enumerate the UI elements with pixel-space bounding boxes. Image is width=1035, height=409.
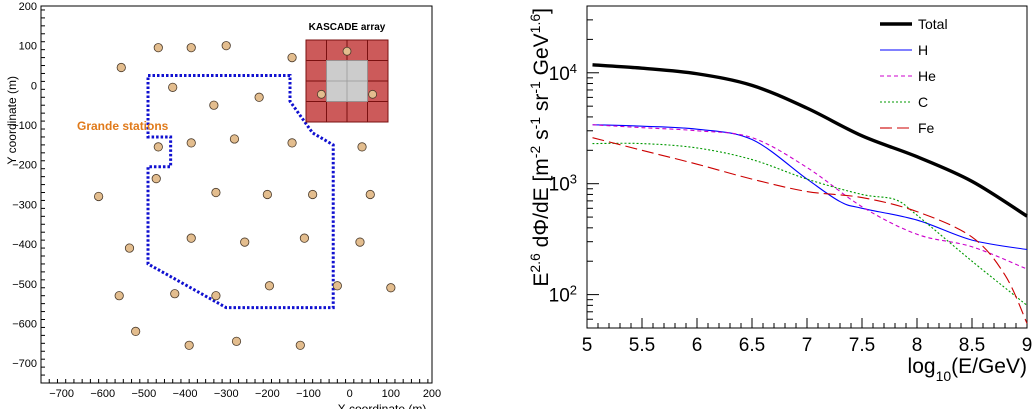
x-tick-label: −300 bbox=[214, 388, 239, 400]
y-tick-label: −100 bbox=[12, 120, 37, 132]
grande-station-marker bbox=[186, 43, 196, 53]
x-tick-label: 6 bbox=[692, 335, 703, 356]
x-tick-label: 9 bbox=[1022, 335, 1033, 356]
legend-label-fe: Fe bbox=[918, 120, 935, 136]
y-axis-title: E2.6 dΦ/dE [m-2 s-1 sr-1 GeV1.6] bbox=[527, 8, 553, 287]
kascade-station-marker bbox=[342, 46, 352, 56]
station-layout-plot: −700 −600 −500 −400 −300 −200 −100 0 100 200 −700 −… bbox=[5, 1, 441, 409]
grande-station-marker bbox=[355, 237, 365, 247]
x-tick-label: 7.5 bbox=[849, 335, 875, 356]
x-axis-title: log10(E/GeV) bbox=[908, 355, 1027, 384]
grande-station-marker bbox=[211, 187, 221, 198]
x-tick-label: −100 bbox=[296, 388, 321, 400]
kascade-cluster-cell bbox=[305, 101, 327, 123]
grande-station-marker bbox=[124, 243, 135, 253]
legend-label-total: Total bbox=[918, 16, 948, 32]
grande-station-marker bbox=[184, 340, 194, 350]
legend-label-he: He bbox=[918, 68, 936, 84]
grande-station-marker bbox=[153, 142, 163, 152]
x-tick-label: 200 bbox=[423, 388, 441, 400]
grande-station-marker bbox=[211, 291, 221, 301]
x-tick-label: −200 bbox=[255, 388, 280, 400]
grande-station-marker bbox=[262, 189, 272, 200]
series-line-total bbox=[592, 63, 1028, 218]
grande-station-marker bbox=[240, 237, 250, 247]
kascade-station-marker bbox=[316, 89, 326, 99]
x-tick-label: 8 bbox=[912, 335, 923, 356]
series-line-h bbox=[592, 124, 1028, 251]
grande-station-marker bbox=[94, 191, 104, 202]
grande-station-marker bbox=[365, 189, 375, 200]
legend-label-c: C bbox=[918, 94, 928, 110]
grande-station-marker bbox=[209, 100, 219, 110]
plot-frame bbox=[586, 5, 1028, 329]
grande-station-marker bbox=[170, 289, 180, 299]
grande-station-marker bbox=[308, 189, 318, 200]
y-axis-title: Y coordinate (m) bbox=[5, 76, 19, 164]
y-tick-label: 100 bbox=[19, 41, 37, 53]
grande-station-marker bbox=[186, 138, 196, 148]
series-line-fe bbox=[592, 137, 1028, 324]
grande-station-marker bbox=[186, 233, 196, 243]
kascade-cluster-cell bbox=[367, 60, 389, 82]
y-tick-label: −400 bbox=[12, 239, 37, 251]
series-line-he bbox=[592, 124, 1028, 270]
y-tick-label: −300 bbox=[12, 199, 37, 211]
grande-station-marker bbox=[131, 326, 141, 337]
grande-stations-label: Grande stations bbox=[77, 119, 169, 133]
y-tick-label: 102 bbox=[549, 282, 577, 307]
x-tick-label: 5.5 bbox=[629, 335, 655, 356]
kascade-cluster-cell bbox=[326, 101, 348, 123]
x-tick-label: 7 bbox=[802, 335, 813, 356]
y-tick-label: −700 bbox=[12, 358, 37, 370]
x-tick-label: 0 bbox=[347, 388, 353, 400]
kascade-cluster-cell bbox=[367, 39, 389, 61]
grande-station-marker bbox=[332, 281, 342, 291]
y-tick-label: 104 bbox=[549, 60, 577, 85]
grande-station-marker bbox=[221, 41, 231, 51]
grande-station-marker bbox=[386, 283, 396, 293]
grande-station-marker bbox=[231, 336, 242, 346]
x-tick-label: −600 bbox=[90, 388, 115, 400]
y-tick-label: −600 bbox=[12, 318, 37, 330]
x-tick-label: 6.5 bbox=[739, 335, 765, 356]
kascade-cluster-cell bbox=[346, 101, 368, 123]
grande-station-marker bbox=[287, 52, 297, 63]
x-axis-title: X coordinate (m) bbox=[338, 402, 427, 409]
y-tick-label: 0 bbox=[31, 80, 37, 92]
energy-spectrum-plot: 5 5.5 6 6.5 7 7.5 8 8.5 9 102 103 104 log10(E/GeV) E2… bbox=[527, 5, 1033, 384]
x-tick-label: 8.5 bbox=[959, 335, 985, 356]
grande-station-marker bbox=[295, 340, 305, 350]
x-tick-label: 5 bbox=[582, 335, 593, 356]
series-line-c bbox=[592, 142, 1028, 306]
kascade-station-marker bbox=[368, 89, 378, 99]
x-tick-label: −400 bbox=[173, 388, 198, 400]
grande-station-marker bbox=[168, 82, 178, 92]
y-tick-label: 103 bbox=[549, 171, 577, 196]
grande-station-marker bbox=[116, 62, 126, 73]
x-tick-label: 100 bbox=[382, 388, 400, 400]
grande-station-marker bbox=[114, 291, 124, 301]
legend-label-h: H bbox=[918, 42, 928, 58]
y-tick-label: 200 bbox=[19, 1, 37, 13]
grande-station-marker bbox=[357, 142, 367, 152]
grande-station-marker bbox=[287, 138, 297, 148]
kascade-array-label: KASCADE array bbox=[309, 22, 386, 33]
grande-station-marker bbox=[299, 233, 310, 243]
kascade-cluster-cell bbox=[367, 101, 389, 123]
grande-boundary-line bbox=[146, 73, 335, 310]
grande-station-marker bbox=[153, 43, 163, 53]
kascade-cluster-cell bbox=[305, 39, 327, 61]
x-tick-label: −700 bbox=[49, 388, 74, 400]
grande-station-marker bbox=[264, 281, 275, 291]
grande-station-marker bbox=[229, 134, 240, 144]
x-tick-label: −500 bbox=[132, 388, 157, 400]
grande-station-marker bbox=[254, 92, 264, 102]
y-tick-label: −200 bbox=[12, 160, 37, 172]
y-tick-label: −500 bbox=[12, 279, 37, 291]
grande-station-marker bbox=[151, 174, 161, 184]
kascade-cluster-cell bbox=[305, 60, 327, 82]
plot-frame bbox=[40, 5, 433, 384]
